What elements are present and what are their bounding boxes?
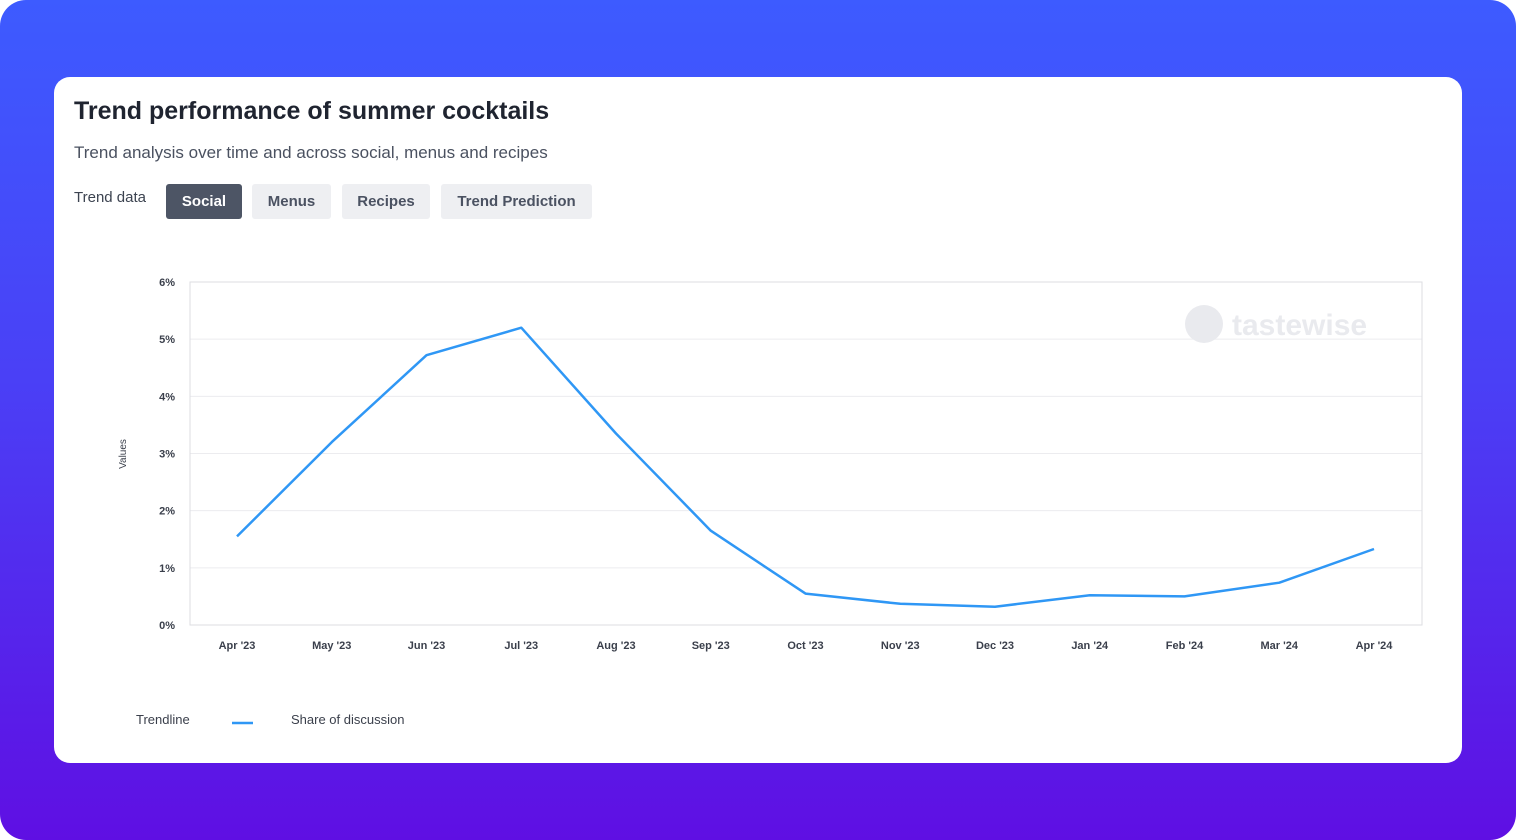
legend-title: Trendline [136, 712, 190, 727]
tab-recipes[interactable]: Recipes [342, 184, 430, 219]
x-tick-label: Jul '23 [504, 640, 538, 652]
x-tick-label: Sep '23 [692, 640, 730, 652]
legend: Trendline Share of discussion [136, 712, 404, 727]
x-axis-ticks: Apr '23 May '23 Jun '23 Jul '23 Aug '23 Sep '… [219, 640, 1394, 652]
x-tick-label: Apr '24 [1356, 640, 1394, 652]
x-tick-label: Nov '23 [881, 640, 920, 652]
y-tick-label: 4% [159, 391, 175, 403]
watermark-text: tastewise [1232, 309, 1367, 342]
x-tick-label: Jun '23 [408, 640, 445, 652]
plot-area-frame [189, 281, 1423, 626]
x-tick-label: May '23 [312, 640, 351, 652]
tab-trend-prediction[interactable]: Trend Prediction [441, 184, 592, 219]
legend-series-label: Share of discussion [291, 712, 404, 727]
grid-lines [190, 338, 1422, 569]
y-axis-ticks: 0% 1% 2% 3% 4% 5% 6% [159, 277, 175, 632]
x-tick-label: Feb '24 [1166, 640, 1204, 652]
y-axis-title: Values [118, 439, 129, 469]
x-tick-label: Aug '23 [596, 640, 635, 652]
y-tick-label: 3% [159, 449, 175, 461]
card-subtitle: Trend analysis over time and across soci… [74, 143, 548, 162]
y-tick-label: 0% [159, 620, 175, 632]
tab-menus[interactable]: Menus [252, 184, 331, 219]
watermark-logo: tastewise [1185, 305, 1367, 343]
y-tick-label: 6% [159, 277, 175, 289]
x-tick-label: Jan '24 [1071, 640, 1109, 652]
x-tick-label: Oct '23 [787, 640, 823, 652]
chart-card: Trend performance of summer cocktails Tr… [54, 77, 1462, 763]
y-tick-label: 1% [159, 563, 175, 575]
watermark-icon [1185, 305, 1223, 343]
x-tick-label: Mar '24 [1261, 640, 1299, 652]
x-tick-label: Apr '23 [219, 640, 256, 652]
card-title: Trend performance of summer cocktails [74, 97, 550, 125]
tab-social[interactable]: Social [166, 184, 242, 219]
y-tick-label: 5% [159, 334, 175, 346]
series-line-share-of-discussion [236, 326, 1375, 608]
x-tick-label: Dec '23 [976, 640, 1014, 652]
y-tick-label: 2% [159, 506, 175, 518]
trend-data-label: Trend data [74, 189, 146, 206]
